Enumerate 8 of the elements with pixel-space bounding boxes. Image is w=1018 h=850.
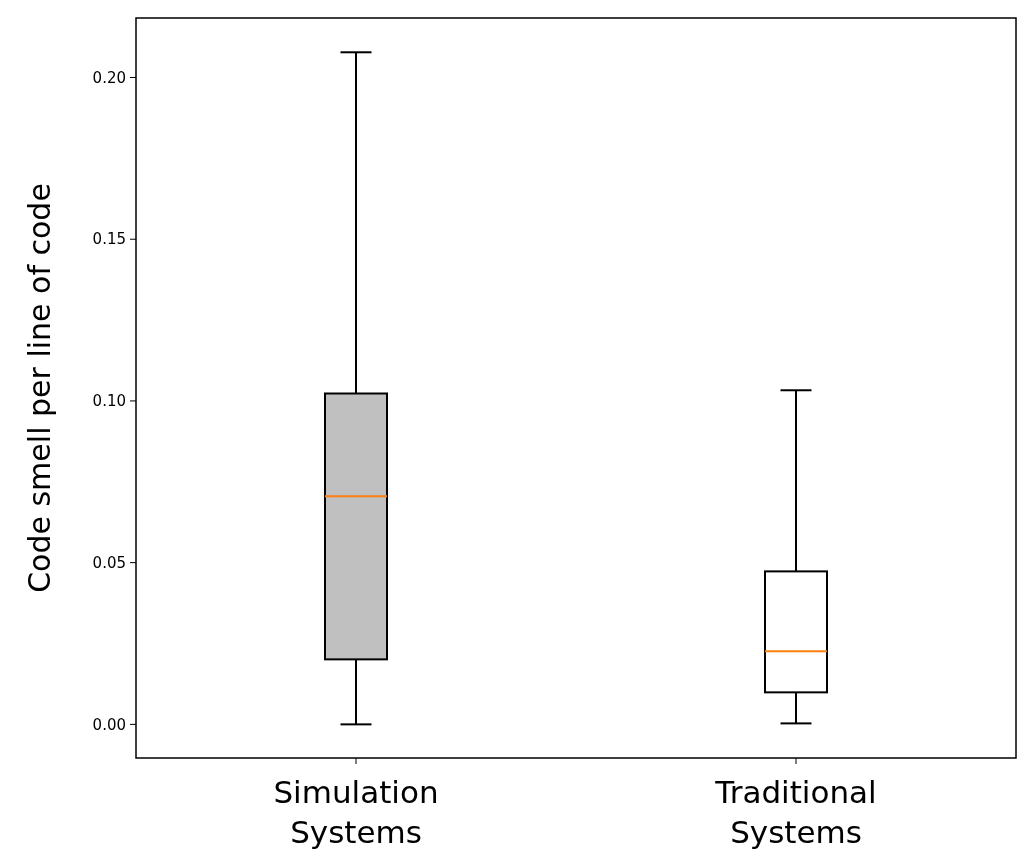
- y-tick-label: 0.20: [92, 68, 126, 87]
- y-axis-title: Code smell per line of code: [22, 183, 57, 593]
- y-tick-label: 0.15: [92, 230, 126, 249]
- y-tick-label: 0.10: [92, 392, 126, 411]
- y-tick-label: 0.00: [92, 715, 126, 734]
- x-tick-label: Simulation Systems: [273, 774, 439, 850]
- x-tick-label: Traditional Systems: [714, 774, 877, 850]
- y-tick-label: 0.05: [92, 553, 126, 572]
